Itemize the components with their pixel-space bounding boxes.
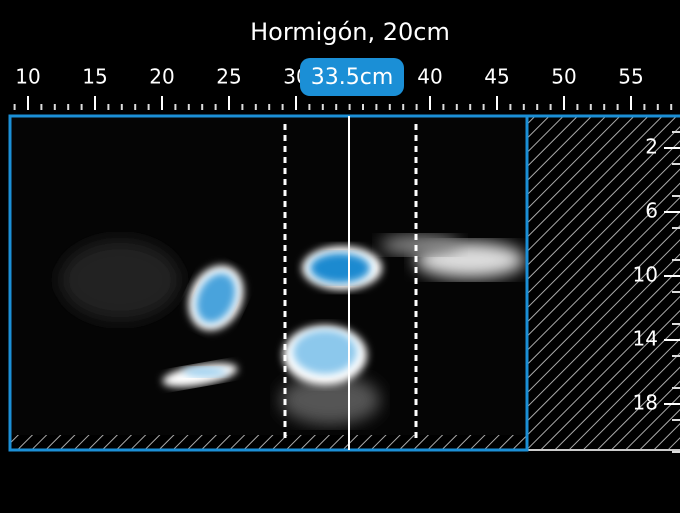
depth-tick-label: 10: [633, 263, 658, 287]
page: Hormigón, 20cm 101520253040455055 261014…: [0, 0, 680, 513]
ruler-tick-label: 20: [149, 65, 174, 89]
ruler-tick-label: 45: [484, 65, 509, 89]
scanner-screen: Hormigón, 20cm 101520253040455055 261014…: [0, 0, 680, 513]
cursor-label: 33.5cm: [311, 65, 394, 90]
depth-tick-label: 18: [633, 391, 658, 415]
ruler-tick-label: 55: [618, 65, 643, 89]
depth-tick-label: 6: [645, 199, 658, 223]
ruler-tick-label: 40: [417, 65, 442, 89]
ruler-tick-label: 25: [216, 65, 241, 89]
depth-tick-label: 14: [633, 327, 658, 351]
title: Hormigón, 20cm: [250, 18, 450, 46]
depth-tick-label: 2: [645, 135, 658, 159]
hatched-floor: [10, 435, 527, 450]
ruler-tick-label: 15: [82, 65, 107, 89]
ruler-tick-label: 10: [15, 65, 40, 89]
ruler-tick-label: 50: [551, 65, 576, 89]
